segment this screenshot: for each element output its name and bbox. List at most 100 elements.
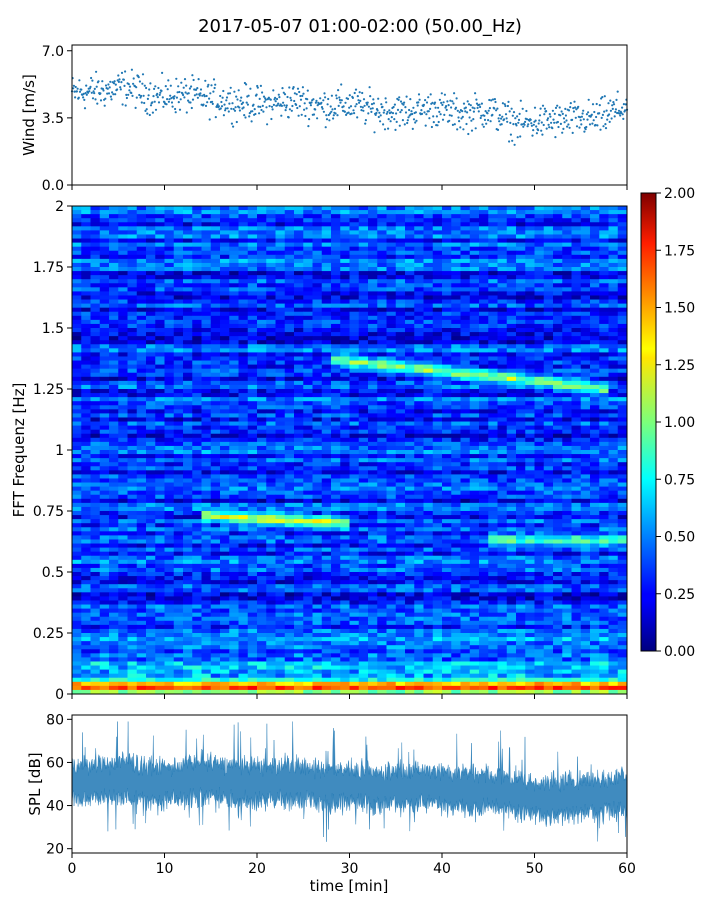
spectrogram-cell: [266, 238, 276, 243]
spectrogram-cell: [201, 246, 212, 252]
wind-point: [285, 106, 288, 109]
spectrogram-cell: [118, 254, 128, 260]
spectrogram-cell: [118, 458, 128, 463]
spectrogram-cell: [275, 238, 286, 243]
spectrogram-cell: [506, 328, 517, 333]
spectrogram-cell: [118, 295, 128, 300]
spectrogram-cell: [506, 344, 517, 349]
wind-point: [382, 111, 385, 114]
wind-point: [243, 114, 246, 117]
spectrogram-cell: [423, 234, 434, 239]
spectrogram-cell: [497, 401, 508, 406]
spectrogram-cell: [72, 376, 82, 382]
spectrogram-cell: [146, 437, 156, 443]
wind-point: [116, 79, 119, 82]
wind-point: [531, 134, 534, 137]
spectrogram-cell: [534, 267, 545, 272]
spectrogram-cell: [331, 218, 341, 223]
spectrogram-cell: [590, 303, 600, 309]
wind-point: [258, 97, 261, 100]
spectrogram-cell: [99, 360, 110, 365]
spectrogram-cell: [155, 360, 165, 365]
wind-point: [130, 68, 133, 71]
spectrogram-cell: [358, 328, 369, 333]
spectrogram-cell: [136, 401, 147, 406]
spectrogram-cell: [358, 250, 369, 256]
spectrogram-cell: [442, 425, 452, 431]
spectrogram-cell: [488, 271, 498, 276]
spectrogram-cell: [247, 344, 258, 349]
spectrogram-cell: [543, 299, 554, 304]
spectrogram-cell: [553, 474, 563, 479]
spectrogram-cell: [247, 275, 258, 280]
spectrogram-cell: [386, 384, 397, 390]
spectrogram-cell: [220, 287, 230, 292]
spectrogram-cell: [590, 421, 600, 426]
spectrogram-cell: [580, 433, 591, 439]
spectrogram-cell: [266, 267, 276, 272]
spectrogram-cell: [192, 295, 202, 300]
spectrogram-cell: [183, 222, 193, 227]
wind-point: [488, 98, 491, 102]
spectrogram-cell: [90, 389, 101, 394]
spectrogram-cell: [617, 319, 628, 325]
spectrogram-cell: [543, 384, 554, 390]
wind-point: [547, 123, 550, 126]
spectrogram-cell: [183, 242, 193, 248]
spectrogram-cell: [442, 234, 452, 239]
wind-point: [76, 87, 79, 90]
spectrogram-cell: [516, 295, 526, 300]
spectrogram-cell: [109, 462, 119, 467]
spectrogram-cell: [442, 474, 452, 479]
spectrogram-cell: [423, 368, 434, 374]
spectrogram-cell: [312, 474, 323, 479]
spectrogram-cell: [72, 433, 82, 439]
wind-point: [372, 102, 375, 105]
spectrogram-cell: [173, 254, 184, 260]
spectrogram-cell: [127, 250, 138, 256]
spectrogram-cell: [81, 283, 91, 288]
spectrogram-cell: [303, 267, 313, 272]
spectrogram-cell: [247, 299, 258, 304]
spectrogram-cell: [377, 437, 387, 443]
spectrogram-cell: [284, 299, 295, 304]
spectrogram-cell: [460, 246, 471, 252]
spectrogram-cell: [192, 242, 202, 248]
spectrogram-cell: [72, 413, 82, 418]
spectrogram-cell: [99, 393, 110, 398]
spectrogram-cell: [571, 258, 582, 264]
wind-point: [516, 115, 519, 118]
spectrogram-cell: [516, 234, 526, 239]
wind-point: [591, 103, 595, 106]
spectrogram-cell: [368, 210, 378, 215]
spectrogram-cell: [183, 254, 193, 260]
spectrogram-cell: [321, 323, 332, 329]
spectrogram-cell: [127, 319, 138, 325]
spectrogram-cell: [562, 230, 572, 235]
spectrogram-cell: [349, 283, 360, 288]
spectrogram-cell: [164, 214, 175, 219]
spectrogram-cell: [275, 319, 286, 325]
wind-point: [147, 94, 150, 97]
spectrogram-cell: [617, 230, 628, 235]
spectrogram-cell: [81, 226, 91, 231]
spectrogram-cell: [284, 368, 295, 374]
spectrogram-cell: [72, 250, 82, 256]
spectrogram-cell: [516, 283, 526, 288]
spectrogram-cell: [368, 454, 378, 459]
wind-point: [446, 100, 449, 103]
spectrogram-cell: [238, 328, 249, 333]
spectrogram-cell: [571, 364, 582, 370]
spectrogram-cell: [525, 328, 535, 333]
spectrogram-cell: [469, 441, 480, 447]
spectrogram-cell: [164, 323, 175, 329]
spectrogram-cell: [146, 250, 156, 256]
spectrogram-cell: [146, 454, 156, 459]
spectrogram-cell: [377, 413, 387, 418]
spectrogram-cell: [210, 242, 221, 248]
spectrogram-cell: [146, 372, 156, 378]
spectrogram-cell: [349, 222, 360, 227]
spectrogram-cell: [247, 401, 258, 406]
spectrogram-cell: [164, 413, 175, 418]
wind-point: [402, 103, 405, 106]
